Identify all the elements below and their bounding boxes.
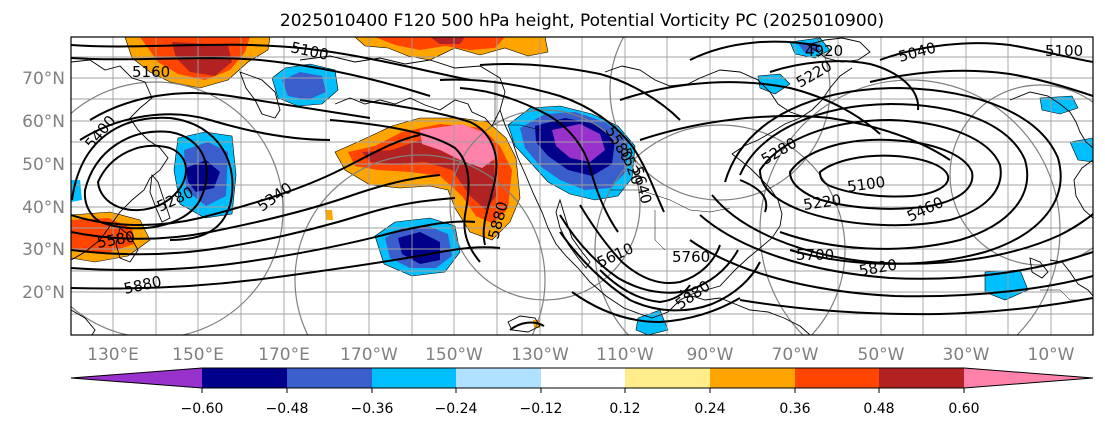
colorbar-tick-label: 0.60 <box>948 401 979 417</box>
latitude-labels: 20°N 30°N 40°N 50°N 60°N 70°N <box>22 69 65 303</box>
lat-label: 20°N <box>22 283 65 303</box>
lon-label: 130°E <box>87 345 139 365</box>
contour-label: 4920 <box>805 42 843 60</box>
lon-label: 50°W <box>858 345 905 365</box>
colorbar-tick-label: −0.12 <box>520 401 563 417</box>
lon-label: 70°W <box>772 345 819 365</box>
colorbar-tick-label: −0.48 <box>266 401 309 417</box>
map-frame <box>70 36 1094 336</box>
contour-label: 5160 <box>132 63 170 81</box>
colorbar-tick-label: 0.48 <box>863 401 894 417</box>
colorbar-cell <box>964 368 1093 388</box>
lat-label: 70°N <box>22 69 65 89</box>
lon-label: 10°W <box>1028 345 1075 365</box>
colorbar-cell <box>795 368 879 388</box>
colorbar-cell <box>541 368 625 388</box>
map-area: 5100 5160 5400 5340 5280 5580 5880 4920 … <box>71 37 1093 335</box>
political-boundaries <box>494 80 1080 301</box>
lon-label: 130°W <box>511 345 569 365</box>
contour-label: 5220 <box>802 191 842 214</box>
lon-label: 110°W <box>596 345 654 365</box>
lat-label: 60°N <box>22 112 65 132</box>
colorbar-tick-label: 0.24 <box>694 401 725 417</box>
longitude-labels: 130°E 150°E 170°E 170°W 150°W 130°W 110°… <box>87 345 1075 365</box>
colorbar-cell <box>71 368 202 388</box>
colorbar-cell <box>372 368 456 388</box>
colorbar: −0.60 −0.48 −0.36 −0.24 −0.12 0.12 0.24 … <box>70 367 1094 417</box>
figure-title: 2025010400 F120 500 hPa height, Potentia… <box>280 11 884 31</box>
lon-label: 90°W <box>687 345 734 365</box>
range-circles <box>71 37 1093 335</box>
height-contours <box>71 40 1093 331</box>
colorbar-cell <box>456 368 541 388</box>
lon-label: 170°W <box>340 345 398 365</box>
colorbar-tick-label: −0.36 <box>351 401 394 417</box>
colorbar-cell <box>710 368 795 388</box>
colorbar-tick-label: −0.60 <box>181 401 224 417</box>
lat-label: 40°N <box>22 198 65 218</box>
lat-label: 30°N <box>22 240 65 260</box>
colorbar-tick-label: 0.12 <box>609 401 640 417</box>
lat-label: 50°N <box>22 155 65 175</box>
lon-label: 30°W <box>943 345 990 365</box>
colorbar-cell <box>625 368 710 388</box>
contour-label: 5100 <box>846 173 886 196</box>
lon-label: 150°E <box>172 345 224 365</box>
lon-label: 150°W <box>425 345 483 365</box>
contour-label: 5760 <box>672 248 710 266</box>
lon-label: 170°E <box>258 345 310 365</box>
contour-label: 5100 <box>1045 42 1083 60</box>
colorbar-tick-labels: −0.60 −0.48 −0.36 −0.24 −0.12 0.12 0.24 … <box>181 401 980 417</box>
colorbar-cell <box>202 368 287 388</box>
colorbar-cell <box>879 368 964 388</box>
colorbar-ticks <box>201 388 965 393</box>
colorbar-cell <box>287 368 372 388</box>
colorbar-tick-label: −0.24 <box>435 401 478 417</box>
contour-label: 5700 <box>796 246 834 264</box>
colorbar-tick-label: 0.36 <box>779 401 810 417</box>
